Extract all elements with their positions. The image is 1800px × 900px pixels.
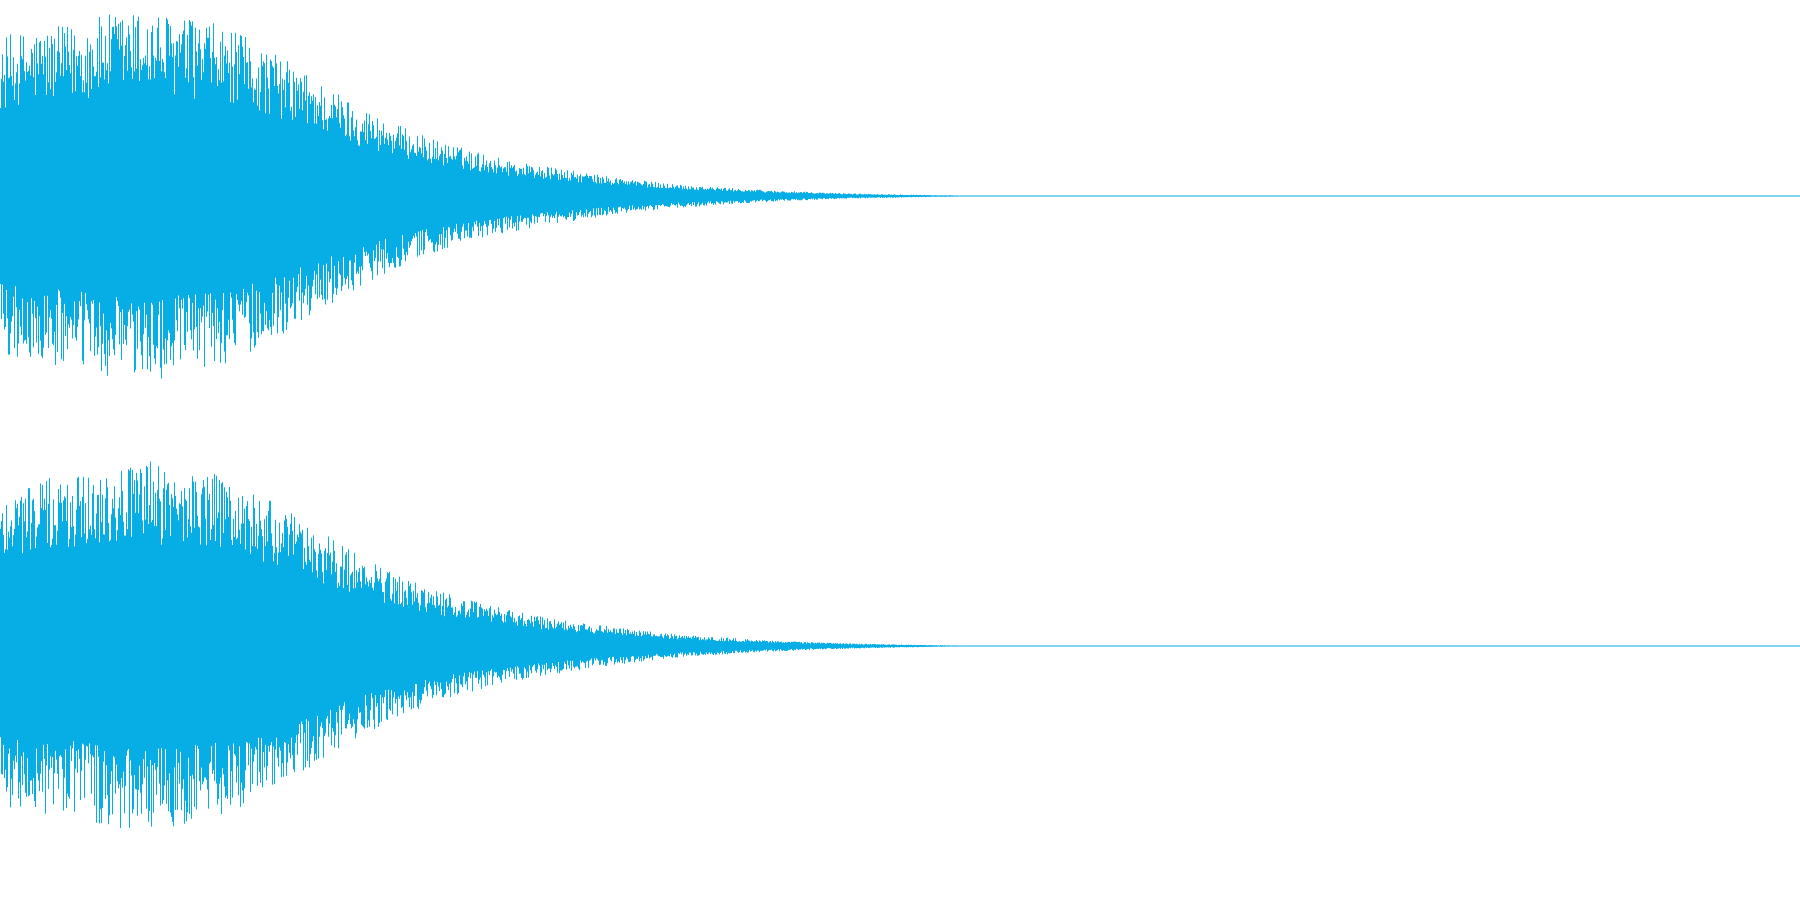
waveform-channel-1-plot: [0, 14, 1800, 379]
waveform-channel-2-plot: [0, 461, 1800, 828]
channel-1-waveform-core: [0, 93, 937, 299]
channel-2-waveform-core: [0, 543, 937, 749]
waveform-channel-1[interactable]: [0, 0, 1800, 450]
waveform-channel-2[interactable]: [0, 450, 1800, 900]
